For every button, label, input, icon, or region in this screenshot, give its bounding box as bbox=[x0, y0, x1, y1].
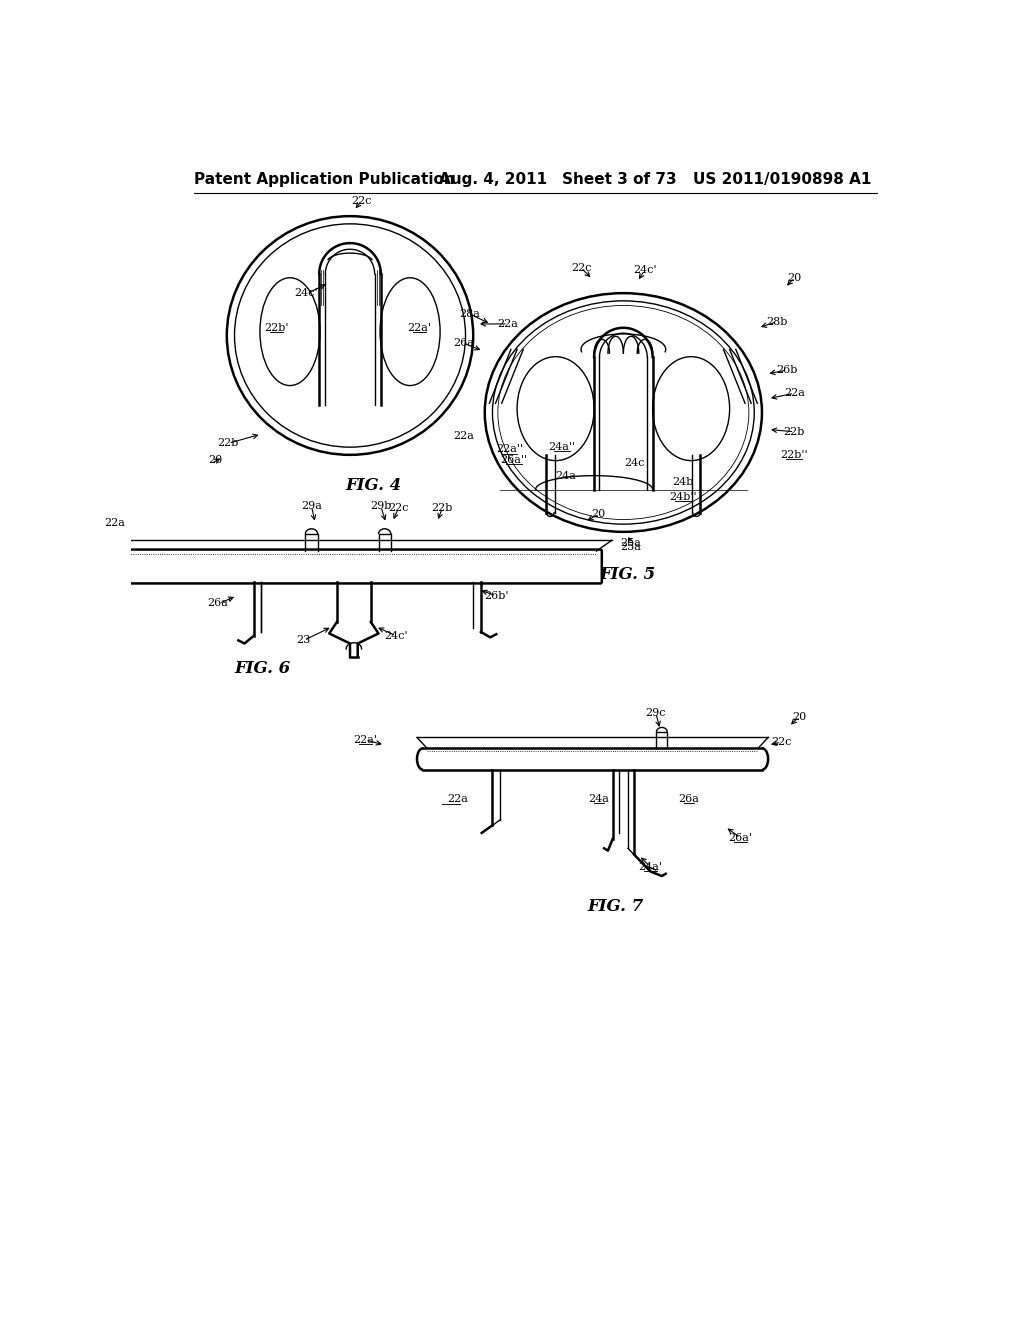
Text: 25a: 25a bbox=[621, 539, 641, 548]
Text: 22a: 22a bbox=[783, 388, 805, 399]
Text: 20: 20 bbox=[787, 273, 802, 282]
Text: 22a'': 22a'' bbox=[496, 445, 523, 454]
Text: 28b: 28b bbox=[767, 317, 788, 326]
Text: 24c: 24c bbox=[625, 458, 645, 467]
Text: 24c: 24c bbox=[351, 556, 372, 565]
FancyBboxPatch shape bbox=[105, 549, 602, 583]
Text: 22b: 22b bbox=[218, 438, 239, 449]
Ellipse shape bbox=[226, 216, 473, 455]
Text: 26a: 26a bbox=[453, 338, 474, 348]
Text: 22a: 22a bbox=[447, 795, 468, 804]
Text: 24b: 24b bbox=[673, 477, 694, 487]
Text: 24c': 24c' bbox=[633, 265, 656, 275]
Text: 22a': 22a' bbox=[408, 323, 431, 333]
Text: 22c: 22c bbox=[771, 737, 792, 747]
Text: 20: 20 bbox=[208, 455, 222, 465]
Text: 23: 23 bbox=[297, 635, 311, 645]
Text: 26b': 26b' bbox=[484, 591, 509, 601]
Text: 24a': 24a' bbox=[638, 862, 663, 871]
Text: FIG. 7: FIG. 7 bbox=[588, 899, 644, 915]
Text: 20: 20 bbox=[792, 711, 806, 722]
Text: 24a'': 24a'' bbox=[548, 442, 575, 453]
Text: 26b: 26b bbox=[776, 366, 798, 375]
Text: 26a: 26a bbox=[678, 795, 699, 804]
Text: FIG. 4: FIG. 4 bbox=[345, 477, 401, 494]
Text: Patent Application Publication: Patent Application Publication bbox=[194, 173, 455, 187]
Text: 29a: 29a bbox=[301, 502, 322, 511]
Ellipse shape bbox=[484, 293, 762, 532]
Text: 22a: 22a bbox=[104, 519, 126, 528]
Text: 22a: 22a bbox=[498, 319, 518, 329]
Text: 22c: 22c bbox=[351, 195, 372, 206]
Text: US 2011/0190898 A1: US 2011/0190898 A1 bbox=[692, 173, 871, 187]
Text: FIG. 5: FIG. 5 bbox=[599, 566, 655, 582]
Text: 28a: 28a bbox=[459, 309, 480, 319]
Text: 22a: 22a bbox=[453, 430, 474, 441]
Text: 26a': 26a' bbox=[728, 833, 753, 842]
Text: Sheet 3 of 73: Sheet 3 of 73 bbox=[562, 173, 677, 187]
Text: 25a: 25a bbox=[621, 543, 641, 552]
Text: 22b'': 22b'' bbox=[780, 450, 808, 459]
Text: 26b: 26b bbox=[463, 556, 484, 565]
Text: 24b'': 24b'' bbox=[670, 492, 697, 502]
Text: 24c': 24c' bbox=[384, 631, 408, 640]
Text: 29b: 29b bbox=[370, 502, 391, 511]
Text: 22b': 22b' bbox=[264, 323, 289, 333]
Text: 22b: 22b bbox=[432, 503, 453, 513]
Text: FIG. 6: FIG. 6 bbox=[234, 660, 291, 677]
Text: 29c: 29c bbox=[645, 708, 666, 718]
Text: 24a: 24a bbox=[588, 795, 609, 804]
Text: Aug. 4, 2011: Aug. 4, 2011 bbox=[438, 173, 547, 187]
Text: 26a: 26a bbox=[229, 556, 250, 565]
Text: 24c'': 24c'' bbox=[294, 288, 322, 298]
Text: 26a'': 26a'' bbox=[501, 455, 527, 465]
Text: 22c: 22c bbox=[388, 503, 409, 513]
Text: 22b: 22b bbox=[783, 426, 805, 437]
Text: 24a: 24a bbox=[555, 471, 577, 480]
Text: 22a': 22a' bbox=[353, 735, 378, 744]
Text: 20: 20 bbox=[592, 510, 606, 519]
Text: 26a': 26a' bbox=[207, 598, 231, 609]
Text: 22c: 22c bbox=[570, 263, 591, 273]
